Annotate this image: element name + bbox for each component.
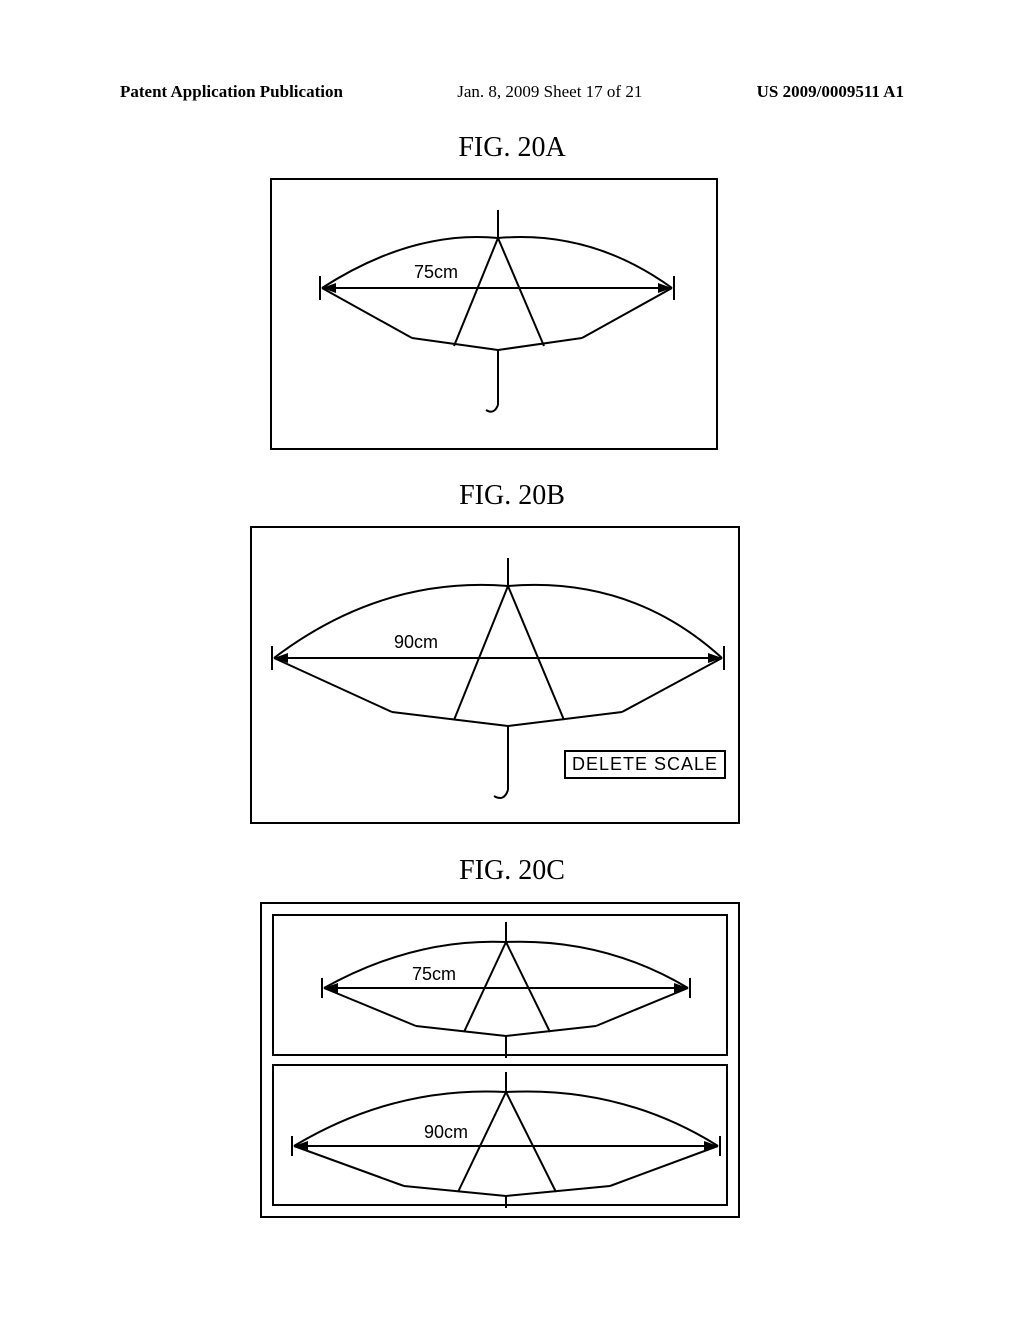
figure-panel-a: 75cm (270, 178, 718, 450)
inner-panel-bottom: 90cm (272, 1064, 728, 1206)
umbrella-diagram-b (252, 528, 742, 826)
inner-panel-top: 75cm (272, 914, 728, 1056)
header-patent-number: US 2009/0009511 A1 (757, 82, 904, 102)
umbrella-diagram-c-top (274, 916, 730, 1058)
page-header: Patent Application Publication Jan. 8, 2… (0, 82, 1024, 102)
header-publication: Patent Application Publication (120, 82, 343, 102)
figure-panel-b: 90cm DELETE SCALE (250, 526, 740, 824)
figure-panel-c: 75cm 90cm (260, 902, 740, 1218)
figure-label-a: FIG. 20A (0, 132, 1024, 164)
header-date-sheet: Jan. 8, 2009 Sheet 17 of 21 (457, 82, 642, 102)
dimension-label-c-top: 75cm (412, 964, 456, 985)
dimension-label-c-bottom: 90cm (424, 1122, 468, 1143)
figure-label-b: FIG. 20B (0, 480, 1024, 512)
figure-label-c: FIG. 20C (0, 855, 1024, 887)
umbrella-diagram-a (272, 180, 720, 452)
dimension-label-b: 90cm (394, 632, 438, 653)
dimension-label-a: 75cm (414, 262, 458, 283)
umbrella-diagram-c-bottom (274, 1066, 730, 1208)
delete-scale-button[interactable]: DELETE SCALE (564, 750, 726, 779)
